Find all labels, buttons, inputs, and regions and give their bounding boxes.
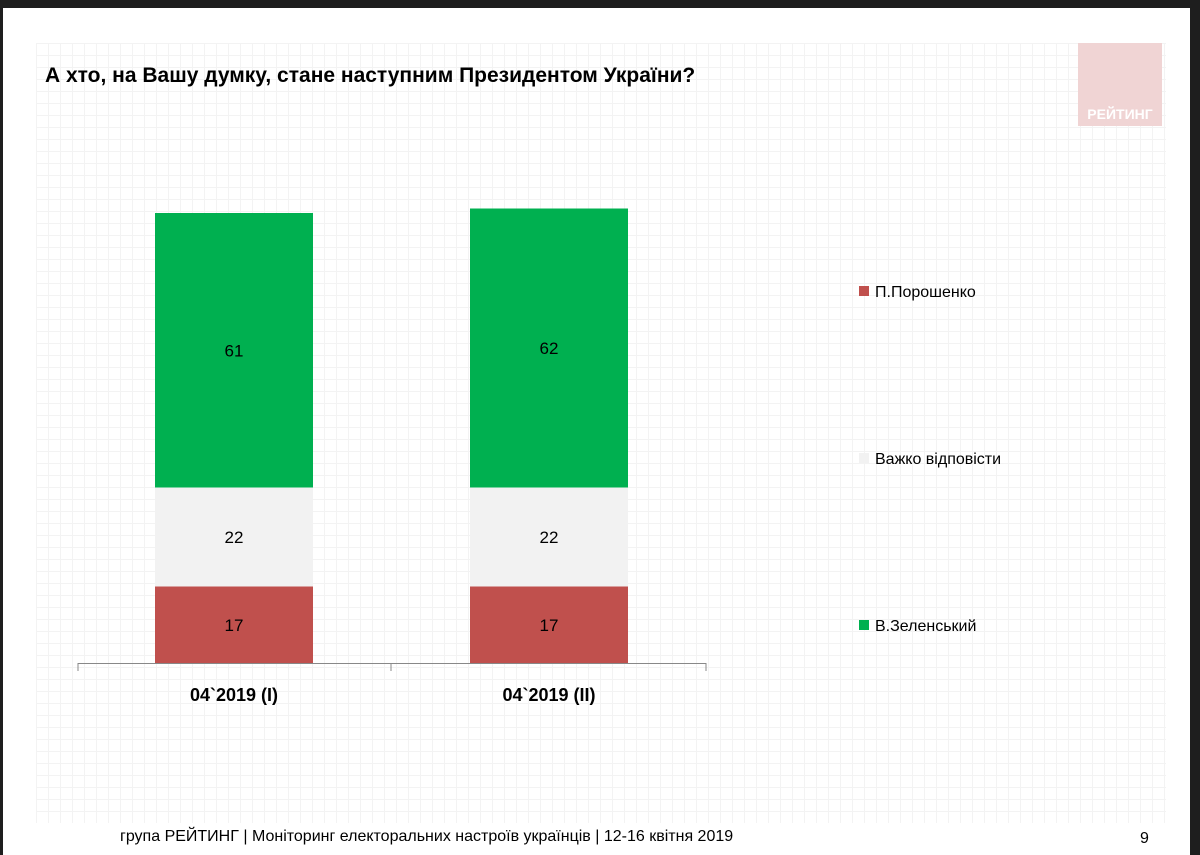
bar-segment: [155, 487, 313, 587]
legend-label: В.Зеленський: [875, 618, 976, 635]
legend-label: Важко відповісти: [875, 451, 1001, 468]
legend-swatch: [859, 286, 869, 296]
legend-label: П.Порошенко: [875, 284, 976, 301]
data-label: 17: [225, 616, 244, 635]
logo-text: РЕЙТИНГ: [1087, 106, 1153, 122]
data-label: 61: [225, 341, 244, 360]
logo: РЕЙТИНГ: [1078, 43, 1162, 126]
bar-segment: [155, 213, 313, 488]
chart-title: А хто, на Вашу думку, стане наступним Пр…: [45, 64, 696, 87]
bar-segment: [470, 208, 628, 488]
bar-segment: [155, 586, 313, 663]
bar-segment: [470, 586, 628, 663]
footer: група РЕЙТИНГ | Моніторинг електоральних…: [120, 828, 734, 845]
category-label: 04`2019 (II): [502, 685, 595, 705]
bar-segment: [470, 487, 628, 587]
page-number: 9: [1140, 830, 1149, 847]
data-label: 22: [540, 528, 559, 547]
data-label: 17: [540, 616, 559, 635]
category-label: 04`2019 (I): [190, 685, 278, 705]
data-label: 22: [225, 528, 244, 547]
data-label: 62: [540, 339, 559, 358]
legend-swatch: [859, 620, 869, 630]
legend-swatch: [859, 453, 869, 463]
